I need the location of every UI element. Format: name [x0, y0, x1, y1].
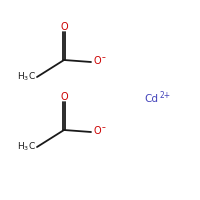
Text: O: O [60, 92, 68, 102]
Text: H$_3$C: H$_3$C [17, 141, 36, 153]
Text: Cd: Cd [144, 94, 158, 104]
Text: O: O [93, 56, 101, 66]
Text: O: O [60, 22, 68, 32]
Text: 2+: 2+ [159, 90, 170, 99]
Text: O: O [93, 126, 101, 136]
Text: –: – [102, 123, 106, 132]
Text: –: – [102, 53, 106, 62]
Text: H$_3$C: H$_3$C [17, 71, 36, 83]
